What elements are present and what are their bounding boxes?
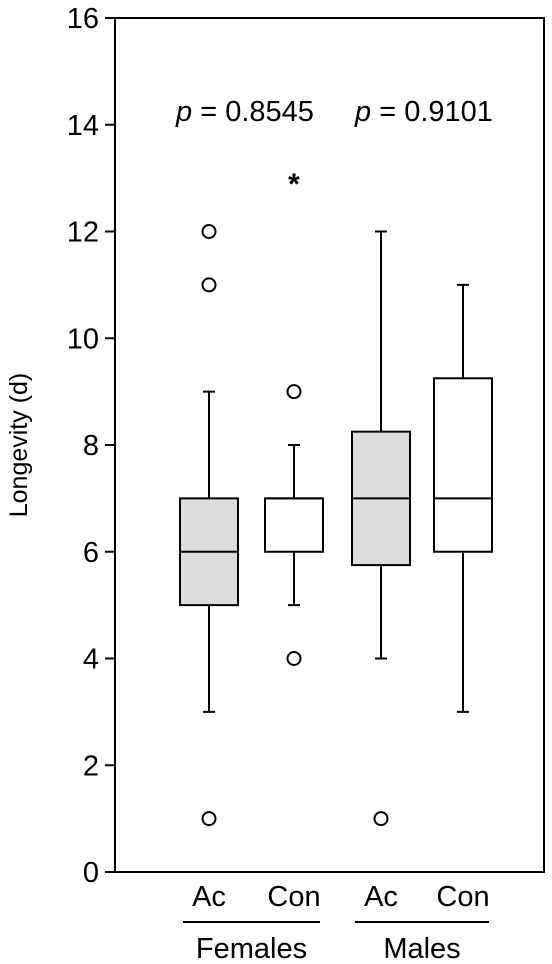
iqr-box — [433, 377, 493, 553]
category-labels: Ac Con Females Ac Con Males — [183, 881, 490, 964]
y-tick-label: 4 — [83, 644, 99, 676]
outlier-point — [373, 811, 389, 827]
category-label: Ac — [364, 881, 398, 913]
box-females-ac — [179, 224, 239, 827]
y-tick-label: 14 — [67, 110, 99, 142]
outlier-point — [201, 224, 217, 239]
group-label: Females — [196, 933, 307, 964]
outlier-point — [201, 277, 217, 293]
box-females-con: * — [264, 168, 324, 666]
outlier-point — [286, 384, 302, 400]
box-layer: * p = 0.8545 p = 0.9101 — [175, 96, 493, 827]
y-tick-label: 8 — [83, 430, 99, 462]
p-value-annotation: p = 0.9101 — [354, 96, 493, 128]
category-label: Con — [436, 881, 489, 913]
group-label: Males — [383, 933, 460, 964]
y-tick-label: 0 — [83, 857, 99, 889]
box-males-ac — [351, 230, 411, 827]
y-tick-label: 10 — [67, 323, 99, 355]
p-value-annotation: p = 0.8545 — [175, 96, 314, 128]
y-axis: 0 2 4 6 8 10 12 14 16 — [67, 3, 115, 889]
y-tick-label: 16 — [67, 3, 99, 35]
category-label: Ac — [192, 881, 226, 913]
iqr-box — [264, 497, 324, 553]
extreme-point: * — [288, 168, 300, 201]
category-label: Con — [267, 881, 320, 913]
outlier-point — [201, 811, 217, 827]
outlier-point — [286, 651, 302, 666]
box-males-con — [433, 283, 493, 713]
y-axis-label: Longevity (d) — [5, 373, 33, 518]
y-tick-label: 2 — [83, 750, 99, 782]
y-tick-label: 6 — [83, 537, 99, 569]
y-tick-label: 12 — [67, 217, 99, 249]
